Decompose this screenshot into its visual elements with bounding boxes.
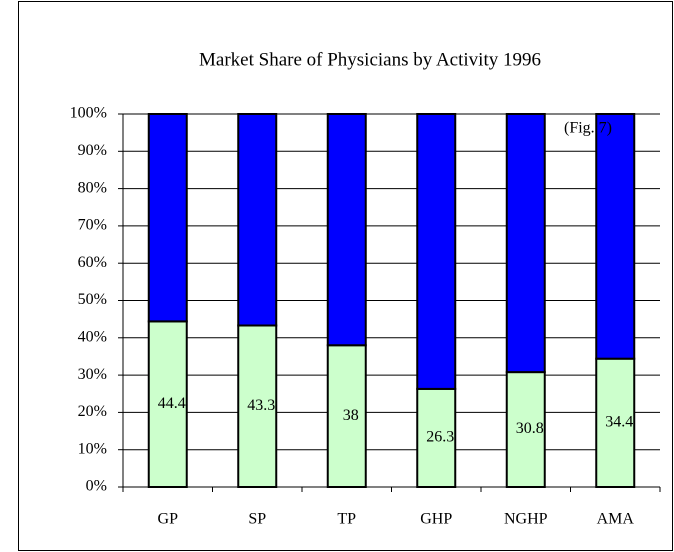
chart-title: Market Share of Physicians by Activity 1… bbox=[199, 49, 541, 70]
x-tick-label: TP bbox=[337, 511, 356, 528]
bar-segment bbox=[416, 387, 457, 488]
y-tick-label: 60% bbox=[78, 254, 107, 271]
data-label: 26.3 bbox=[426, 429, 454, 446]
bar-segment bbox=[147, 113, 188, 323]
bar-segment bbox=[237, 324, 278, 488]
data-label: 34.4 bbox=[605, 414, 633, 431]
y-tick-label: 80% bbox=[78, 179, 107, 196]
bar-segment bbox=[326, 113, 367, 347]
y-tick-label: 90% bbox=[78, 142, 107, 159]
y-tick-label: 30% bbox=[78, 366, 107, 383]
data-label: 43.3 bbox=[247, 397, 275, 414]
x-tick-label: GP bbox=[158, 511, 179, 528]
y-tick-label: 50% bbox=[78, 291, 107, 308]
annotation: (Fig. 7) bbox=[564, 120, 612, 137]
y-tick-label: 70% bbox=[78, 217, 107, 234]
y-tick-label: 0% bbox=[86, 478, 107, 495]
y-tick-label: 20% bbox=[78, 403, 107, 420]
x-tick-label: NGHP bbox=[504, 511, 548, 528]
x-tick-label: GHP bbox=[420, 511, 452, 528]
y-tick-label: 10% bbox=[78, 440, 107, 457]
data-label: 38 bbox=[343, 407, 359, 424]
y-tick-label: 40% bbox=[78, 328, 107, 345]
bar-segment bbox=[505, 113, 546, 374]
bar-segment bbox=[595, 113, 636, 360]
data-label: 30.8 bbox=[516, 420, 544, 437]
bar-segment bbox=[147, 320, 188, 488]
x-tick-label: SP bbox=[248, 511, 266, 528]
bar-segment bbox=[416, 113, 457, 390]
bar-segment bbox=[237, 113, 278, 327]
y-tick-label: 100% bbox=[70, 105, 107, 122]
data-label: 44.4 bbox=[158, 395, 186, 412]
x-tick-label: AMA bbox=[597, 511, 635, 528]
